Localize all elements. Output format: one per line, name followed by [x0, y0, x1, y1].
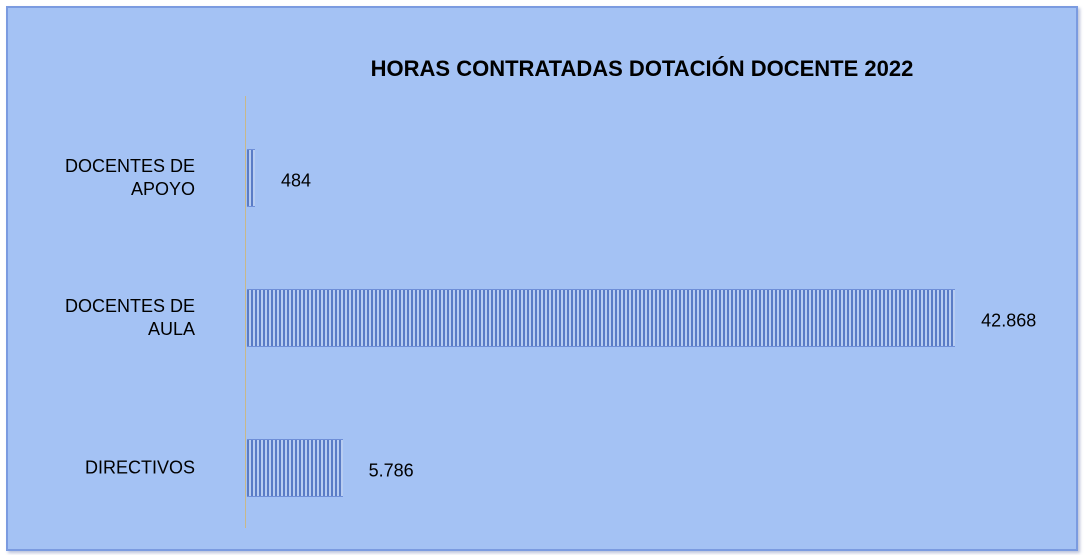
data-label: 42.868 — [981, 310, 1037, 331]
bar — [247, 149, 255, 207]
category-label: DOCENTES DE APOYO — [64, 156, 195, 199]
chart-title: HORAS CONTRATADAS DOTACIÓN DOCENTE 2022 — [370, 56, 914, 81]
bar — [247, 289, 956, 347]
data-label: 484 — [280, 170, 312, 191]
category-axis — [245, 96, 246, 528]
chart: HORAS CONTRATADAS DOTACIÓN DOCENTE 2022 … — [6, 6, 1078, 551]
bar — [247, 439, 343, 497]
data-label: 5.786 — [368, 460, 414, 481]
category-label: DIRECTIVOS — [84, 457, 195, 478]
category-label: DOCENTES DE AULA — [64, 296, 195, 339]
